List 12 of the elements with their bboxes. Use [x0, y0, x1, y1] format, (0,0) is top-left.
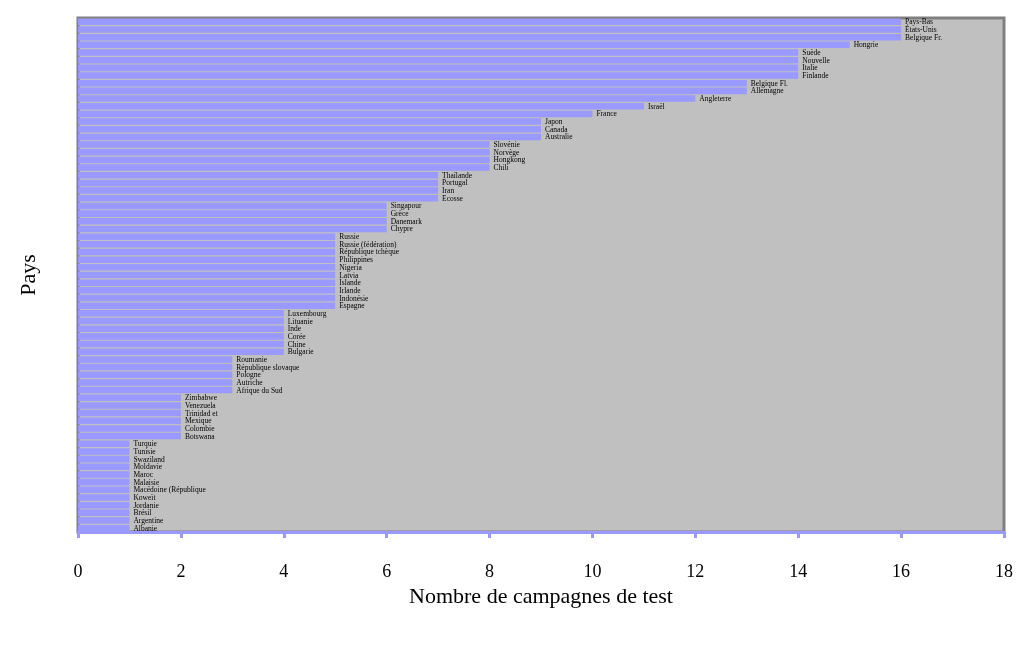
- y-axis-title: Pays: [14, 254, 40, 296]
- x-tick-label: 4: [279, 561, 289, 581]
- x-tick-label: 0: [73, 561, 83, 581]
- x-tick-label: 18: [995, 561, 1013, 581]
- x-tick-label: 2: [176, 561, 186, 581]
- x-tick-label: 12: [686, 561, 705, 581]
- x-tick-label: 8: [485, 561, 495, 581]
- x-tick-label: 10: [583, 561, 602, 581]
- x-axis-title: Nombre de campagnes de test: [409, 583, 673, 609]
- x-tick-label: 14: [789, 561, 808, 581]
- x-tick-label: 6: [382, 561, 392, 581]
- x-tick-label: 16: [892, 561, 911, 581]
